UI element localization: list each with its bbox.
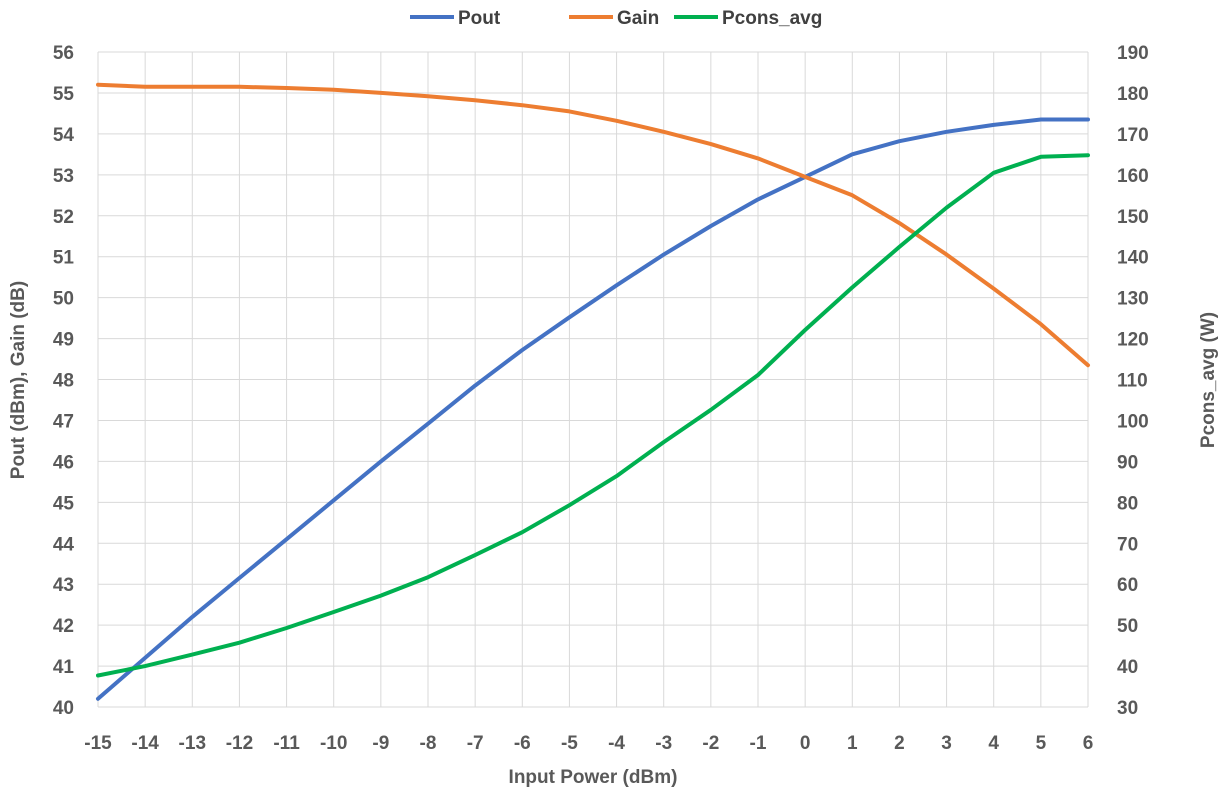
right-tick-label: 100 [1117, 411, 1149, 432]
x-tick-label: 4 [988, 733, 999, 754]
x-tick-label: 1 [847, 733, 858, 754]
left-tick-label: 52 [53, 207, 74, 228]
right-tick-label: 140 [1117, 248, 1149, 269]
x-tick-label: -9 [372, 733, 389, 754]
left-axis-title: Pout (dBm), Gain (dB) [8, 281, 29, 479]
right-tick-label: 190 [1117, 43, 1149, 64]
left-tick-label: 49 [53, 330, 74, 351]
right-tick-label: 160 [1117, 166, 1149, 187]
left-tick-label: 42 [53, 616, 74, 637]
left-tick-label: 55 [53, 84, 75, 105]
x-tick-label: 5 [1036, 733, 1047, 754]
right-tick-label: 130 [1117, 289, 1149, 310]
left-tick-label: 50 [53, 289, 74, 310]
x-tick-label: -14 [131, 733, 159, 754]
left-tick-label: 46 [53, 452, 74, 473]
x-axis-title: Input Power (dBm) [509, 767, 678, 788]
left-tick-label: 41 [53, 657, 75, 678]
x-tick-label: 0 [800, 733, 811, 754]
x-tick-label: -5 [561, 733, 578, 754]
right-tick-label: 120 [1117, 330, 1149, 351]
x-tick-label: -10 [320, 733, 347, 754]
right-tick-label: 170 [1117, 125, 1149, 146]
series-line-pcons-avg [96, 153, 1090, 678]
series-lines [96, 82, 1090, 701]
left-tick-label: 54 [53, 125, 75, 146]
right-tick-label: 80 [1117, 493, 1138, 514]
x-tick-label: 6 [1083, 733, 1094, 754]
right-axis-ticks: 30 40 50 60 70 80 90 100 110 120 130 140 150 160 170 18… [1117, 43, 1149, 719]
right-tick-label: 90 [1117, 452, 1138, 473]
x-tick-label: -1 [750, 733, 767, 754]
right-tick-label: 150 [1117, 207, 1149, 228]
right-tick-label: 110 [1117, 371, 1148, 392]
left-tick-label: 45 [53, 493, 75, 514]
x-tick-label: -7 [467, 733, 484, 754]
x-tick-label: -11 [273, 733, 300, 754]
x-axis-ticks: -15 -14 -13 -12 -11 -10 -9 -8 -7 -6 -5 -4 -3 -2 -1 0 1 2 3… [84, 733, 1093, 754]
right-tick-label: 180 [1117, 84, 1149, 105]
right-axis-title: Pcons_avg (W) [1198, 312, 1219, 448]
x-tick-label: -6 [514, 733, 531, 754]
series-line-pout [96, 117, 1090, 701]
x-tick-label: -13 [179, 733, 206, 754]
left-tick-label: 44 [53, 534, 75, 555]
legend: Pout Gain Pcons_avg [410, 8, 822, 29]
right-tick-label: 50 [1117, 616, 1138, 637]
x-tick-label: 2 [894, 733, 905, 754]
left-tick-label: 43 [53, 575, 74, 596]
x-tick-label: -3 [655, 733, 672, 754]
legend-label: Pcons_avg [722, 8, 822, 29]
right-tick-label: 40 [1117, 657, 1138, 678]
legend-label: Pout [458, 8, 501, 29]
left-tick-label: 48 [53, 371, 74, 392]
gridlines [97, 51, 1089, 708]
left-tick-label: 47 [53, 411, 74, 432]
x-tick-label: -12 [226, 733, 253, 754]
legend-label: Gain [617, 8, 659, 29]
right-tick-label: 60 [1117, 575, 1138, 596]
left-axis-ticks: 40 41 42 43 44 45 46 47 48 49 50 51 52 53 54 55 56 [53, 43, 75, 719]
x-tick-label: -15 [84, 733, 112, 754]
right-tick-label: 30 [1117, 698, 1138, 719]
series-line-gain [96, 82, 1090, 368]
x-tick-label: -8 [420, 733, 437, 754]
left-tick-label: 53 [53, 166, 74, 187]
x-tick-label: -2 [702, 733, 719, 754]
right-tick-label: 70 [1117, 534, 1138, 555]
left-tick-label: 56 [53, 43, 74, 64]
left-tick-label: 51 [53, 248, 75, 269]
x-tick-label: -4 [608, 733, 625, 754]
x-tick-label: 3 [941, 733, 952, 754]
left-tick-label: 40 [53, 698, 74, 719]
